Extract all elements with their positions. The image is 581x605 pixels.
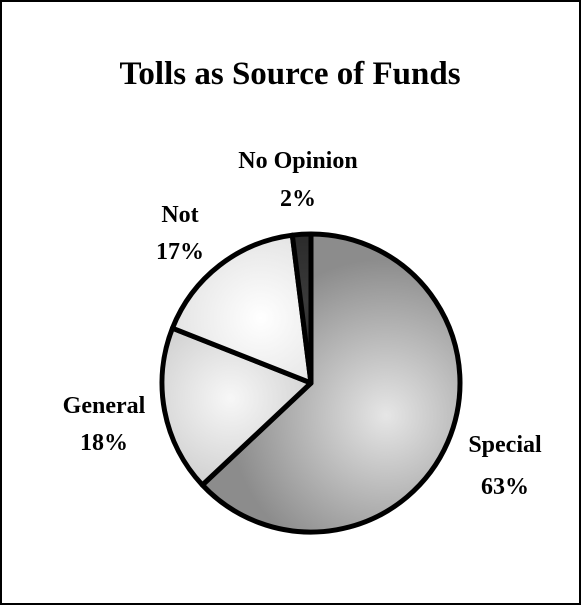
slice-value-not: 17%	[156, 239, 204, 265]
pie-slice-special	[199, 231, 463, 535]
pie-labels: Special 63% General 18% Not 17% No Opinion 2%	[63, 148, 542, 500]
pie-slice-general	[159, 325, 314, 488]
slice-value-special: 63%	[481, 474, 529, 500]
pie-slice-not	[169, 232, 314, 386]
slice-label-no-opinion: No Opinion	[238, 148, 357, 174]
slice-value-general: 18%	[80, 430, 128, 456]
chart-title: Tolls as Source of Funds	[119, 56, 460, 92]
pie-slices	[159, 231, 463, 535]
slice-label-not: Not	[161, 202, 198, 228]
slice-label-special: Special	[468, 432, 542, 458]
slice-label-general: General	[63, 393, 146, 419]
slice-value-no-opinion: 2%	[280, 186, 316, 212]
pie-slice-no-opinion	[289, 231, 314, 386]
